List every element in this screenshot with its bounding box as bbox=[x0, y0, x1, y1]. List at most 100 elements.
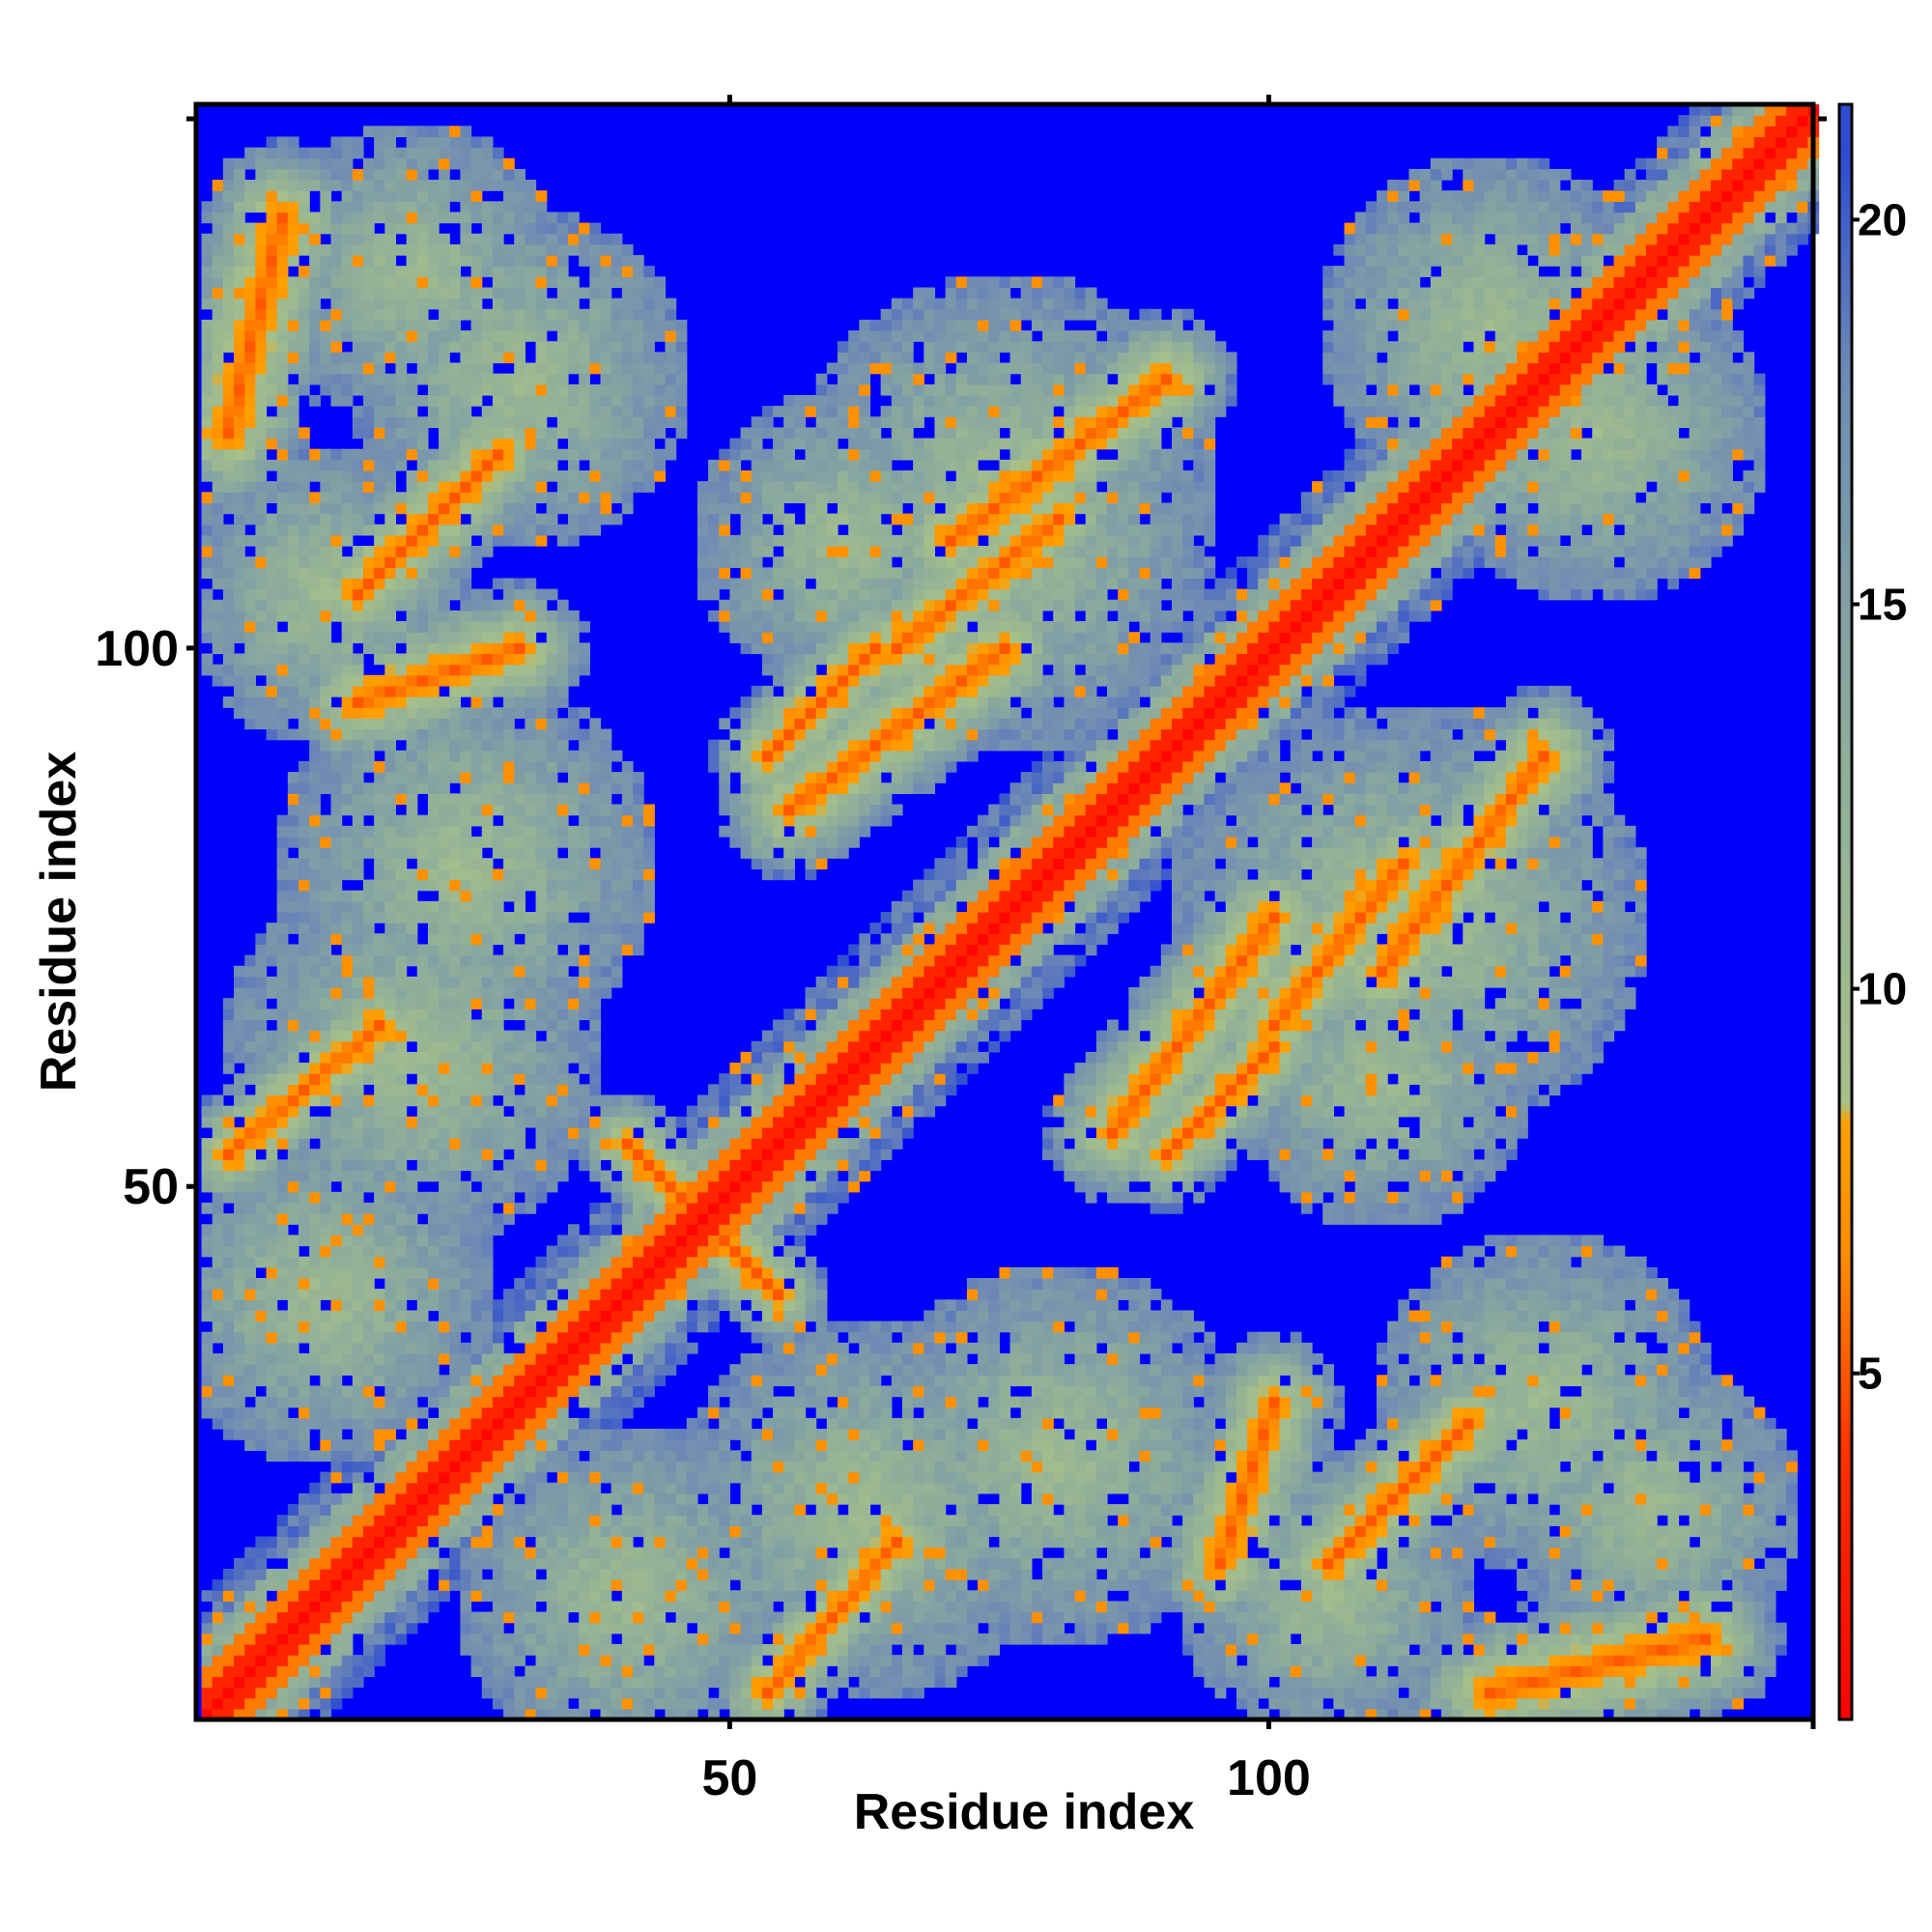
heatmap-cell bbox=[244, 1406, 256, 1419]
heatmap-cell bbox=[481, 1213, 494, 1225]
heatmap-cell bbox=[384, 696, 397, 708]
heatmap-cell bbox=[492, 438, 504, 450]
heatmap-cell bbox=[546, 406, 558, 417]
heatmap-cell bbox=[320, 1245, 332, 1258]
heatmap-cell bbox=[632, 1557, 644, 1570]
heatmap-cell bbox=[525, 1429, 537, 1440]
heatmap-cell bbox=[362, 621, 375, 633]
heatmap-cell bbox=[374, 1579, 385, 1591]
heatmap-cell bbox=[525, 513, 537, 526]
heatmap-cell bbox=[503, 707, 515, 719]
heatmap-cell bbox=[611, 1105, 623, 1118]
heatmap-cell bbox=[222, 1180, 235, 1193]
heatmap-cell bbox=[460, 1353, 472, 1365]
heatmap-cell bbox=[632, 394, 644, 407]
heatmap-cell bbox=[481, 588, 494, 601]
heatmap-cell bbox=[384, 546, 397, 557]
heatmap-cell bbox=[525, 201, 537, 213]
heatmap-cell bbox=[460, 1321, 472, 1333]
heatmap-cell bbox=[395, 1073, 408, 1085]
heatmap-cell bbox=[481, 1063, 494, 1074]
heatmap-cell bbox=[579, 1396, 590, 1408]
heatmap-cell bbox=[568, 243, 580, 256]
heatmap-cell bbox=[492, 212, 504, 224]
heatmap-cell bbox=[309, 308, 321, 321]
heatmap-cell bbox=[244, 266, 256, 277]
heatmap-cell bbox=[579, 1040, 590, 1053]
heatmap-cell bbox=[492, 718, 504, 730]
heatmap-cell bbox=[374, 1406, 385, 1419]
heatmap-cell bbox=[503, 308, 515, 321]
heatmap-cell bbox=[234, 1697, 245, 1710]
heatmap-cell bbox=[330, 610, 343, 622]
heatmap-cell bbox=[427, 222, 440, 235]
heatmap-cell bbox=[611, 438, 623, 450]
heatmap-cell bbox=[503, 1051, 515, 1064]
heatmap-cell bbox=[632, 868, 644, 881]
heatmap-cell bbox=[298, 793, 310, 806]
heatmap-cell bbox=[374, 1643, 385, 1656]
heatmap-cell bbox=[439, 868, 450, 881]
heatmap-cell bbox=[384, 534, 397, 547]
heatmap-cell bbox=[514, 1180, 526, 1193]
heatmap-cell bbox=[449, 1180, 462, 1193]
heatmap-cell bbox=[525, 599, 537, 611]
heatmap-cell bbox=[330, 900, 343, 913]
heatmap-cell bbox=[514, 632, 526, 643]
heatmap-cell bbox=[427, 180, 440, 191]
heatmap-cell bbox=[589, 1568, 602, 1580]
heatmap-cell bbox=[632, 1439, 644, 1451]
heatmap-cell bbox=[535, 804, 548, 816]
heatmap-cell bbox=[611, 1310, 623, 1322]
heatmap-cell bbox=[439, 1030, 450, 1042]
heatmap-cell bbox=[255, 287, 268, 299]
heatmap-cell bbox=[309, 588, 321, 601]
heatmap-cell bbox=[481, 858, 494, 870]
heatmap-cell bbox=[406, 233, 418, 245]
heatmap-cell bbox=[330, 718, 343, 730]
heatmap-cell bbox=[287, 406, 299, 417]
heatmap-cell bbox=[632, 944, 644, 956]
heatmap-cell bbox=[546, 1321, 558, 1333]
heatmap-cell bbox=[568, 836, 580, 848]
heatmap-cell bbox=[546, 1256, 558, 1268]
heatmap-cell bbox=[309, 1676, 321, 1689]
heatmap-cell bbox=[395, 147, 408, 159]
heatmap-cell bbox=[287, 1266, 299, 1279]
heatmap-cell bbox=[244, 632, 256, 643]
heatmap-cell bbox=[460, 416, 472, 428]
heatmap-cell bbox=[514, 1622, 526, 1634]
heatmap-cell bbox=[320, 1191, 332, 1204]
heatmap-cell bbox=[460, 965, 472, 978]
heatmap-cell bbox=[460, 760, 472, 773]
heatmap-cell bbox=[374, 1235, 385, 1247]
heatmap-cell bbox=[341, 513, 354, 526]
heatmap-cell bbox=[384, 1040, 397, 1053]
heatmap-cell bbox=[514, 1687, 526, 1699]
heatmap-cell bbox=[621, 782, 634, 794]
heatmap-cell bbox=[276, 1224, 289, 1236]
heatmap-cell bbox=[470, 1138, 483, 1150]
heatmap-cell bbox=[352, 1504, 364, 1516]
heatmap-cell bbox=[427, 610, 440, 622]
heatmap-cell bbox=[276, 1202, 289, 1214]
heatmap-cell bbox=[546, 868, 558, 881]
heatmap-cell bbox=[621, 1321, 634, 1333]
heatmap-cell bbox=[470, 352, 483, 364]
heatmap-cell bbox=[244, 987, 256, 999]
heatmap-cell bbox=[632, 459, 644, 471]
heatmap-cell bbox=[395, 1138, 408, 1150]
heatmap-cell bbox=[276, 599, 289, 611]
heatmap-cell bbox=[330, 1471, 343, 1484]
heatmap-cell bbox=[287, 308, 299, 321]
heatmap-cell bbox=[460, 998, 472, 1009]
heatmap-cell bbox=[514, 287, 526, 299]
heatmap-cell bbox=[439, 890, 450, 902]
heatmap-cell bbox=[298, 1406, 310, 1419]
heatmap-cell bbox=[309, 1191, 321, 1204]
heatmap-cell bbox=[276, 298, 289, 310]
heatmap-cell bbox=[244, 1676, 256, 1689]
heatmap-cell bbox=[460, 814, 472, 827]
heatmap-cell bbox=[320, 987, 332, 999]
heatmap-cell bbox=[535, 685, 548, 697]
